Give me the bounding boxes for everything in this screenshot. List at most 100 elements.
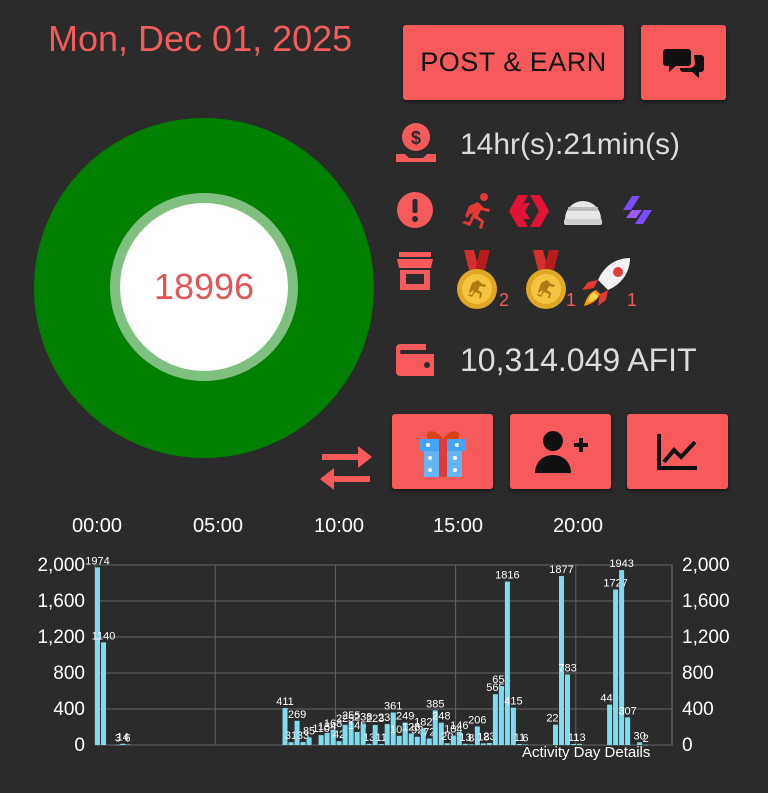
chart-bar [120,743,126,745]
bar-label: 11 [514,732,525,744]
bar-label: 20 [441,731,453,743]
chat-button[interactable] [641,25,726,100]
chart-bar [516,744,522,745]
gold-medal-icon[interactable] [452,250,502,312]
chart-bar [462,743,468,745]
date-label: Mon, Dec 01, 2025 [48,18,353,59]
wallet-icon [396,344,434,376]
storefront-icon [397,252,433,290]
bar-label: 146 [450,720,468,732]
chart-bar [414,736,420,745]
bar-label: 31 [285,730,297,742]
chart-bar [438,722,444,745]
bar-label: 18 [477,731,489,743]
chart-bar [607,704,613,745]
y-tick-left: 400 [53,699,85,720]
rocket-icon[interactable] [578,252,638,312]
bar-label: 11 [568,732,579,744]
chart-bar [366,743,372,745]
chart-bar [637,742,643,745]
gold-medal-count-2: 1 [566,290,577,310]
steps-count: 18996 [120,203,288,371]
gold-medal-icon[interactable] [521,250,571,312]
bar-label: 269 [288,709,306,721]
bar-label: 1974 [85,555,109,567]
y-tick-right: 800 [682,663,714,684]
bar-label: 13 [363,732,375,744]
chart-bar [498,686,504,745]
bar-label: 110 [312,723,330,735]
chart-bar [282,708,288,745]
bar-label: 6 [124,732,130,744]
chart-bar [625,717,631,745]
bar-label: 206 [468,714,486,726]
alert-circle-icon [397,192,433,228]
chart-bar [318,735,324,745]
hive-icon[interactable] [508,193,550,229]
chart-bar [468,744,474,745]
y-tick-right: 400 [682,699,714,720]
bar-label: 415 [504,696,522,708]
chart-bar [342,724,348,745]
y-tick-left: 2,000 [37,555,85,576]
y-tick-left: 0 [74,735,85,756]
bar-label: 385 [426,698,444,710]
chart-bar [306,737,312,745]
chart-bar [115,744,121,746]
chart-bar [95,567,100,745]
chart-bar [360,723,366,745]
bar-label: 8 [468,732,474,744]
chart-bar [486,742,492,745]
stats-chart-button[interactable] [627,414,728,489]
bar-label: 255 [342,710,360,722]
chart-bar [504,581,510,745]
chart-bar [510,707,516,745]
rocket-count: 1 [627,290,638,310]
time-label-10: 10:00 [314,515,365,537]
add-user-button[interactable] [510,414,611,489]
chart-bar [101,642,107,745]
chart-bar [619,570,625,745]
bar-label: 42 [333,729,345,741]
bar-label: 168 [324,718,342,730]
y-tick-left: 800 [53,663,85,684]
chart-bar [408,733,414,745]
chart-bar [420,728,426,745]
helmet-icon[interactable] [562,193,604,229]
coin-hand-icon: $ [396,123,436,162]
chart-bar [456,731,462,745]
chart-bar [396,735,402,745]
blurt-icon[interactable] [618,193,654,229]
chart-bar [444,743,450,745]
chart-bar [324,732,330,745]
time-label-0: 00:00 [72,515,123,537]
bar-label: 1943 [609,558,633,570]
chart-bar [294,720,300,745]
bar-label: 2 [643,733,649,745]
bar-label: 1877 [549,564,573,576]
add-user-icon [534,430,588,473]
chart-bar [552,724,558,745]
post-earn-button[interactable]: POST & EARN [403,25,624,100]
wallet-balance: 10,314.049 AFIT [460,342,697,378]
chart-bar [330,729,336,745]
chart-bar [300,742,306,745]
runner-icon[interactable] [457,190,497,230]
chart-bar [432,710,438,745]
bar-label: 13 [459,732,471,744]
chart-bar [288,742,294,745]
chart-bar [348,722,354,745]
chart-bar [474,726,480,745]
chart-bar [336,741,342,745]
time-remaining: 14hr(s):21min(s) [460,128,681,161]
time-label-20: 20:00 [553,515,604,537]
swap-arrows-icon[interactable] [318,440,374,496]
bar-label: 248 [432,711,450,723]
bar-label: 411 [276,696,294,708]
gift-button[interactable] [392,414,493,489]
chart-bar [522,744,528,745]
bar-label: 13 [573,732,585,744]
bar-label: 85 [303,725,315,737]
chart-bar [402,722,408,745]
